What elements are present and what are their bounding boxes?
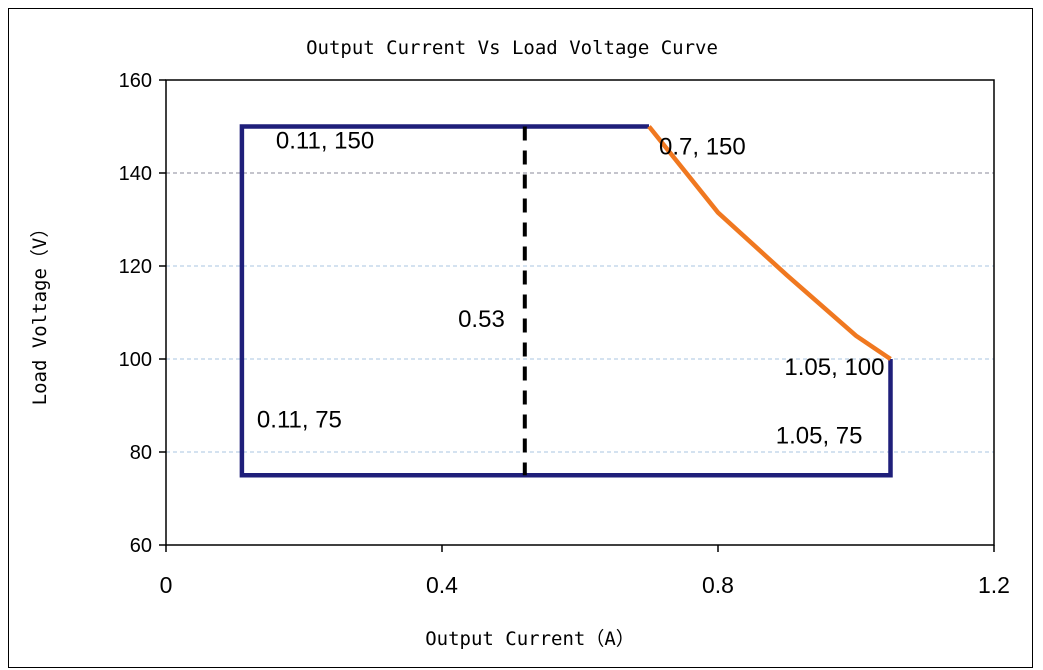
gridlines	[166, 172, 994, 453]
y-tick-label: 60	[130, 535, 152, 557]
chart-title: Output Current Vs Load Voltage Curve	[306, 37, 718, 59]
annotations: 0.11, 150 0.7, 150 0.53 1.05, 100 0.11, 75 1.…	[257, 128, 885, 450]
data-label: 0.53	[458, 306, 505, 333]
x-tick-label: 0.8	[702, 572, 734, 598]
y-tick-label: 100	[119, 349, 152, 371]
data-label: 0.11, 75	[257, 406, 342, 433]
y-tick-label: 120	[119, 256, 152, 278]
data-label: 1.05, 75	[776, 422, 863, 449]
y-axis-label: Load Voltage（V）	[29, 219, 51, 406]
x-tick-label: 0.4	[426, 572, 458, 598]
data-label: 0.11, 150	[276, 128, 374, 155]
data-label: 0.7, 150	[659, 134, 746, 161]
axes	[159, 79, 995, 552]
y-tick-label: 80	[130, 442, 152, 464]
y-tick-labels: 60 80 100 120 140 160	[119, 70, 152, 557]
x-tick-labels: 0 0.4 0.8 1.2	[160, 572, 1010, 598]
y-tick-label: 160	[119, 70, 152, 92]
data-label: 1.05, 100	[784, 354, 884, 381]
x-tick-label: 0	[160, 572, 173, 598]
x-tick-label: 1.2	[978, 572, 1010, 598]
plot-area-border	[165, 79, 995, 546]
series-line-1	[239, 124, 893, 478]
series-line-2	[647, 125, 892, 361]
y-tick-label: 140	[119, 163, 152, 185]
series-lines	[239, 124, 893, 478]
x-axis-label: Output Current（A）	[425, 628, 635, 650]
